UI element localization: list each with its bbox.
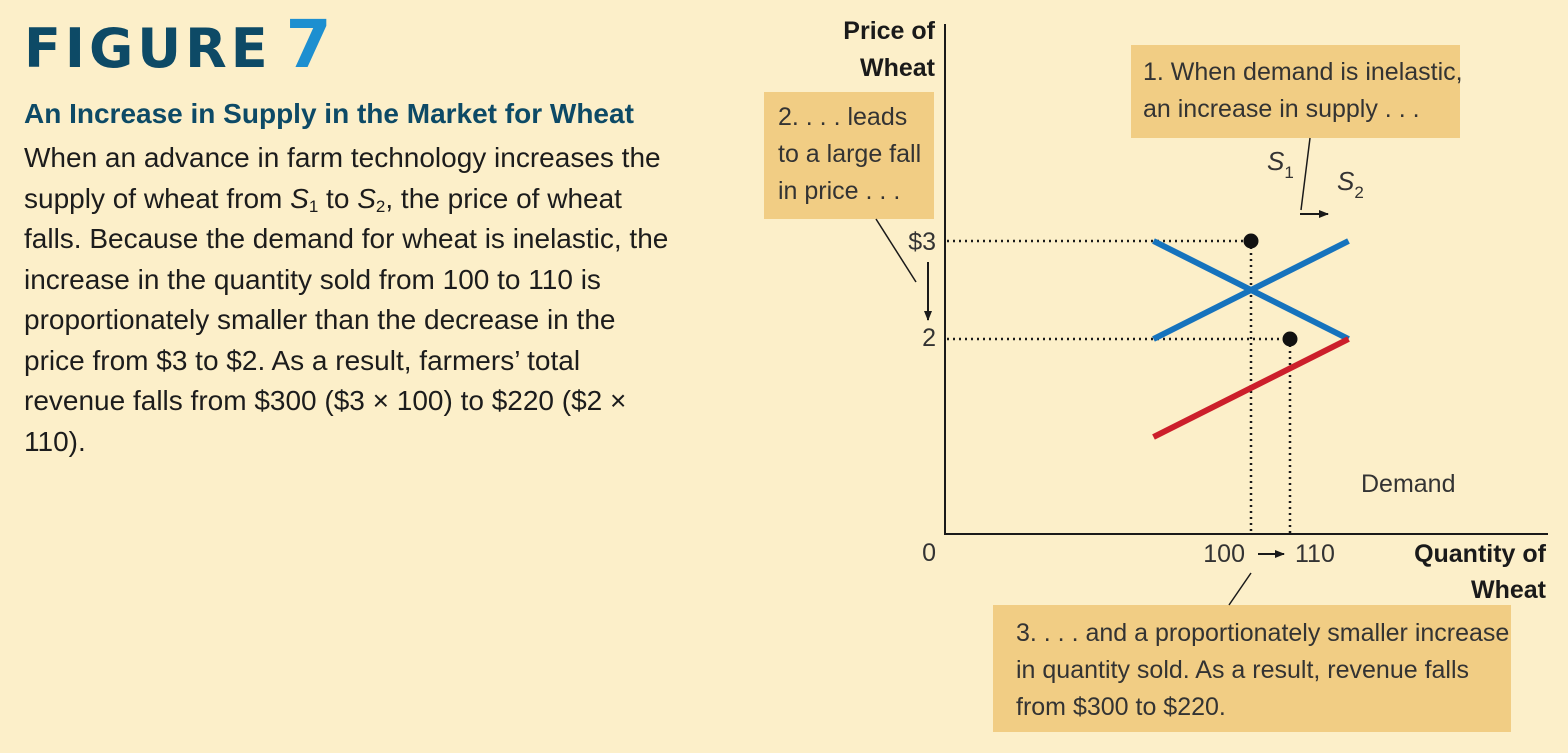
y-tick-label-3: $3 (908, 228, 936, 256)
annotation-3-line-3: from $300 to $220. (1016, 693, 1226, 721)
s2-label-sub: 2 (1354, 183, 1363, 202)
equilibrium-point-0 (1243, 233, 1259, 249)
caption-text-2: , the price of wheat falls. Because the … (24, 182, 669, 457)
caption-text-1: When an advance in farm technology incre… (24, 142, 661, 214)
curves (1152, 238, 1350, 440)
annotation-2-line-2: to a large fall (778, 140, 921, 168)
annotation-box-3: 3. . . . and a proportionately smaller i… (993, 605, 1511, 732)
x-tick-label-110: 110 (1295, 540, 1335, 568)
s2-curve (1152, 336, 1350, 440)
caption-s2-letter: S (357, 182, 376, 214)
annotation-box-1: 1. When demand is inelastic, an increase… (1131, 45, 1463, 138)
annotation-2-leader (875, 218, 917, 283)
demand-label: Demand (1361, 470, 1456, 498)
s1-curve (1152, 238, 1350, 342)
x-axis-title-line-2: Wheat (1471, 576, 1547, 604)
caption-s1-sub: 1 (308, 196, 319, 216)
annotation-2-line-1: 2. . . . leads (778, 103, 907, 131)
s1-label-letter: S (1267, 146, 1285, 176)
origin-label: 0 (922, 539, 936, 567)
annotation-1-leader (1300, 137, 1311, 211)
figure-heading: FIGURE 7 (24, 6, 332, 83)
caption-s2-sub: 2 (375, 196, 386, 216)
y-tick-label-2: 2 (922, 324, 936, 352)
figure-number: 7 (285, 6, 332, 83)
figure-caption: When an advance in farm technology incre… (24, 138, 674, 462)
y-axis-title-line-2: Wheat (860, 54, 936, 82)
x-axis-title-line-1: Quantity of (1414, 540, 1547, 568)
annotation-3-line-2: in quantity sold. As a result, revenue f… (1016, 656, 1469, 684)
caption-s1-letter: S (290, 182, 309, 214)
annotation-3-leader (1228, 572, 1252, 606)
figure-label: FIGURE (24, 17, 272, 80)
s2-label-letter: S (1337, 166, 1355, 196)
annotation-box-2: 2. . . . leads to a large fall in price … (764, 92, 934, 219)
figure-title: An Increase in Supply in the Market for … (24, 98, 634, 129)
annotation-3-line-1: 3. . . . and a proportionately smaller i… (1016, 619, 1509, 647)
annotation-2-line-3: in price . . . (778, 177, 900, 205)
caption-to: to (318, 182, 358, 214)
equilibrium-points (1243, 233, 1298, 347)
s1-label: S1 (1267, 146, 1294, 182)
annotation-1-line-2: an increase in supply . . . (1143, 95, 1420, 123)
y-axis-title-line-1: Price of (843, 17, 935, 45)
equilibrium-point-1 (1282, 331, 1298, 347)
annotation-1-line-1: 1. When demand is inelastic, (1143, 58, 1463, 86)
s1-label-sub: 1 (1284, 163, 1293, 182)
x-tick-label-100: 100 (1203, 540, 1245, 568)
s2-label: S2 (1337, 166, 1364, 202)
